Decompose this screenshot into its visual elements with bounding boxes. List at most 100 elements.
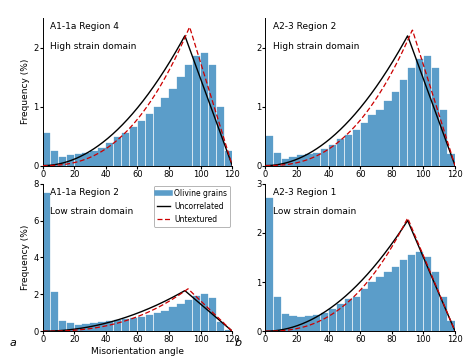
Bar bbox=[122, 133, 129, 166]
Bar bbox=[59, 157, 66, 166]
Bar bbox=[154, 313, 161, 331]
Bar bbox=[361, 123, 368, 166]
Text: A2-3 Region 1: A2-3 Region 1 bbox=[273, 188, 337, 197]
Bar bbox=[447, 154, 455, 166]
Bar bbox=[43, 193, 50, 331]
Bar bbox=[353, 297, 360, 331]
Bar bbox=[297, 318, 305, 331]
Bar bbox=[209, 65, 216, 166]
Bar bbox=[67, 323, 74, 331]
Bar bbox=[51, 151, 58, 166]
Bar bbox=[290, 316, 297, 331]
Bar bbox=[432, 68, 439, 166]
Bar bbox=[201, 294, 208, 331]
Bar bbox=[209, 298, 216, 331]
Bar bbox=[447, 321, 455, 331]
Bar bbox=[337, 139, 344, 166]
Bar bbox=[91, 151, 98, 166]
Bar bbox=[384, 272, 392, 331]
Bar bbox=[225, 330, 232, 331]
Text: A1-1a Region 4: A1-1a Region 4 bbox=[50, 22, 119, 31]
Text: Low strain domain: Low strain domain bbox=[50, 207, 134, 216]
Bar bbox=[154, 107, 161, 166]
Bar bbox=[313, 315, 320, 331]
Text: High strain domain: High strain domain bbox=[273, 42, 359, 51]
Bar bbox=[138, 121, 145, 166]
Bar bbox=[345, 135, 352, 166]
Bar bbox=[51, 292, 58, 331]
Bar bbox=[106, 321, 113, 331]
Text: A2-3 Region 2: A2-3 Region 2 bbox=[273, 22, 336, 31]
Bar bbox=[169, 307, 177, 331]
Bar bbox=[266, 136, 273, 166]
Bar bbox=[424, 57, 431, 166]
Bar bbox=[43, 133, 50, 166]
Bar bbox=[439, 297, 447, 331]
Legend: Olivine grains, Uncorrelated, Untextured: Olivine grains, Uncorrelated, Untextured bbox=[154, 186, 230, 227]
Bar bbox=[400, 80, 407, 166]
Bar bbox=[98, 148, 106, 166]
Bar bbox=[217, 107, 224, 166]
Bar bbox=[146, 315, 153, 331]
Bar bbox=[114, 320, 121, 331]
Bar bbox=[305, 316, 312, 331]
Bar bbox=[416, 59, 423, 166]
Bar bbox=[122, 319, 129, 331]
Bar bbox=[138, 318, 145, 331]
Bar bbox=[177, 77, 184, 166]
Bar bbox=[376, 277, 383, 331]
Bar bbox=[169, 89, 177, 166]
Bar bbox=[408, 68, 415, 166]
Bar bbox=[321, 312, 328, 331]
Bar bbox=[106, 143, 113, 166]
Bar bbox=[408, 255, 415, 331]
Bar bbox=[392, 92, 400, 166]
Bar bbox=[392, 267, 400, 331]
Bar bbox=[282, 158, 289, 166]
Bar bbox=[98, 322, 106, 331]
Bar bbox=[273, 297, 281, 331]
Bar bbox=[297, 155, 305, 166]
Bar bbox=[193, 296, 201, 331]
Y-axis label: Frequency (%): Frequency (%) bbox=[21, 225, 30, 290]
Text: A1-1a Region 2: A1-1a Region 2 bbox=[50, 188, 119, 197]
Bar bbox=[74, 325, 82, 331]
Bar bbox=[193, 57, 201, 166]
Bar bbox=[266, 198, 273, 331]
Text: Low strain domain: Low strain domain bbox=[273, 207, 356, 216]
Bar bbox=[225, 151, 232, 166]
Bar bbox=[177, 303, 184, 331]
Bar bbox=[424, 257, 431, 331]
Bar bbox=[146, 114, 153, 166]
Bar bbox=[217, 322, 224, 331]
Bar bbox=[439, 109, 447, 166]
Bar bbox=[282, 314, 289, 331]
Bar bbox=[130, 318, 137, 331]
Text: High strain domain: High strain domain bbox=[50, 42, 137, 51]
Bar bbox=[82, 153, 90, 166]
Bar bbox=[337, 304, 344, 331]
Bar bbox=[313, 153, 320, 166]
Bar bbox=[185, 65, 192, 166]
Bar bbox=[329, 309, 336, 331]
Bar bbox=[353, 130, 360, 166]
Y-axis label: Frequency (%): Frequency (%) bbox=[21, 59, 30, 125]
Bar bbox=[376, 109, 383, 166]
Bar bbox=[59, 321, 66, 331]
Bar bbox=[305, 154, 312, 166]
Bar bbox=[130, 127, 137, 166]
Bar bbox=[67, 155, 74, 166]
Bar bbox=[400, 260, 407, 331]
Bar bbox=[345, 299, 352, 331]
Bar bbox=[185, 300, 192, 331]
Bar bbox=[368, 282, 376, 331]
Bar bbox=[368, 116, 376, 166]
Bar bbox=[162, 311, 169, 331]
Bar bbox=[384, 101, 392, 166]
Bar bbox=[82, 324, 90, 331]
Bar bbox=[273, 153, 281, 166]
Bar bbox=[416, 252, 423, 331]
Bar bbox=[162, 98, 169, 166]
Bar bbox=[91, 323, 98, 331]
Bar bbox=[74, 154, 82, 166]
